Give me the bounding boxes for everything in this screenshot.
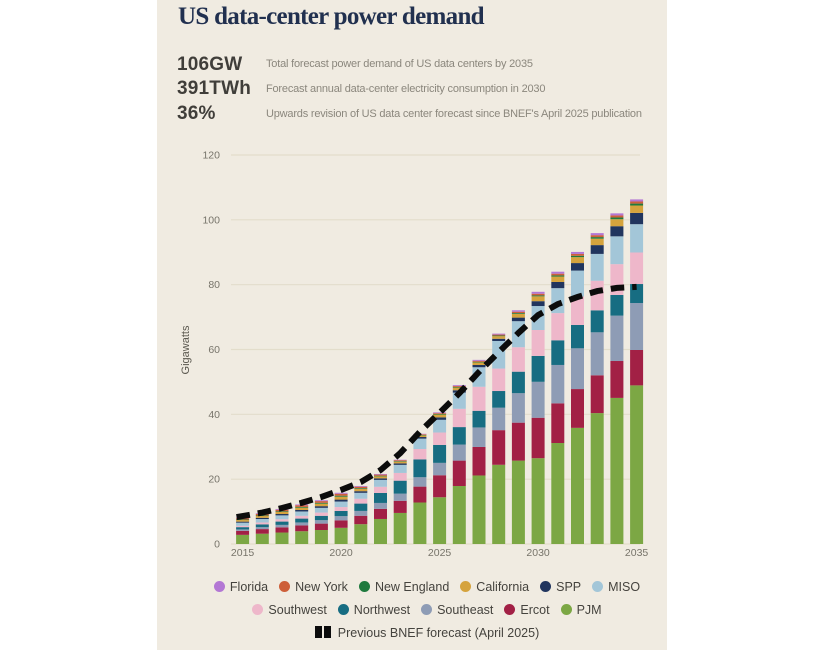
- svg-text:20: 20: [208, 474, 220, 486]
- svg-text:2020: 2020: [329, 547, 353, 559]
- svg-text:2030: 2030: [526, 547, 550, 559]
- svg-text:2025: 2025: [428, 547, 452, 559]
- svg-text:40: 40: [208, 409, 220, 421]
- svg-text:120: 120: [202, 150, 220, 162]
- svg-text:80: 80: [208, 279, 220, 291]
- svg-text:100: 100: [202, 214, 220, 226]
- svg-text:2015: 2015: [231, 547, 255, 559]
- svg-text:0: 0: [214, 539, 220, 551]
- svg-text:Gigawatts: Gigawatts: [180, 325, 192, 374]
- svg-text:60: 60: [208, 344, 220, 356]
- svg-text:2035: 2035: [625, 547, 649, 559]
